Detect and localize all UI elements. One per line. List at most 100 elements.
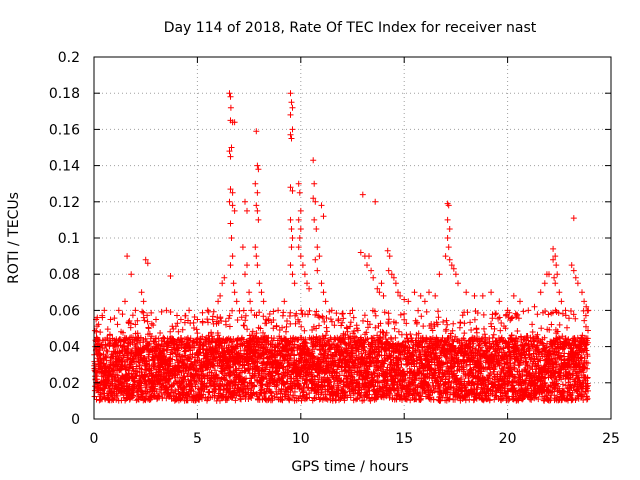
data-point	[359, 191, 366, 198]
data-point	[426, 289, 432, 296]
data-point	[227, 93, 234, 100]
data-point	[364, 262, 370, 269]
data-point	[231, 119, 238, 126]
data-point	[258, 289, 265, 296]
data-point	[517, 298, 523, 305]
data-point	[226, 148, 233, 155]
data-point	[275, 307, 282, 314]
data-point	[432, 292, 439, 299]
data-point	[254, 207, 261, 214]
data-point	[142, 256, 149, 263]
data-point	[311, 216, 318, 223]
data-point	[299, 262, 306, 269]
data-points	[91, 90, 592, 404]
data-point	[574, 280, 581, 287]
data-point	[227, 220, 234, 227]
data-point	[229, 189, 236, 196]
data-point	[583, 303, 590, 310]
data-point	[550, 256, 557, 263]
data-point	[552, 253, 559, 260]
data-point	[450, 265, 457, 272]
data-point	[568, 262, 575, 269]
data-point	[312, 256, 319, 263]
data-point	[227, 104, 234, 111]
data-point	[295, 244, 302, 251]
data-point	[248, 307, 255, 314]
data-point	[376, 289, 383, 296]
data-point	[287, 131, 294, 138]
data-point	[291, 280, 298, 287]
data-point	[227, 262, 234, 269]
data-point	[266, 311, 273, 317]
y-tick-label: 0	[71, 412, 80, 428]
axis-ticks	[93, 56, 612, 420]
data-point	[255, 166, 262, 173]
data-point	[194, 316, 201, 323]
data-point	[217, 292, 224, 299]
data-point	[452, 271, 459, 278]
y-tick-label: 0.02	[49, 376, 80, 392]
y-tick-label: 0.12	[49, 195, 80, 211]
data-point	[227, 186, 234, 193]
data-point	[295, 216, 302, 223]
data-point	[163, 307, 170, 314]
data-point	[244, 207, 250, 214]
data-point	[204, 307, 211, 314]
data-point	[301, 271, 308, 278]
y-tick-label: 0.08	[49, 267, 80, 283]
data-point	[140, 298, 147, 305]
background-data-points	[91, 307, 591, 404]
data-point	[401, 296, 408, 303]
y-tick-label: 0.18	[49, 86, 80, 102]
data-point	[227, 153, 234, 160]
data-point	[444, 216, 451, 223]
data-point	[531, 303, 538, 310]
data-point	[287, 262, 294, 269]
data-point	[296, 235, 303, 241]
data-point	[254, 162, 261, 169]
data-point	[297, 226, 304, 232]
data-point	[124, 253, 131, 260]
data-point	[525, 307, 532, 314]
data-point	[445, 202, 452, 209]
data-point	[314, 244, 321, 251]
data-point	[446, 256, 453, 263]
data-point	[388, 271, 395, 278]
data-point	[288, 99, 295, 106]
data-point	[445, 244, 452, 251]
data-point	[417, 292, 424, 299]
data-point	[405, 298, 412, 305]
data-point	[558, 298, 565, 305]
data-point	[128, 271, 135, 278]
data-point	[436, 271, 443, 278]
data-point	[318, 280, 325, 287]
data-point	[554, 271, 561, 278]
data-point	[312, 198, 319, 205]
data-point	[239, 244, 246, 251]
x-tick-label: 10	[292, 431, 310, 447]
y-tick-label: 0.06	[49, 303, 80, 319]
data-point	[287, 90, 294, 97]
data-point	[366, 253, 372, 260]
x-tick-label: 25	[602, 431, 620, 447]
data-point	[246, 289, 253, 296]
data-point	[253, 202, 260, 209]
x-tick-label: 5	[193, 431, 202, 447]
data-point	[313, 226, 320, 232]
y-tick-label: 0.04	[49, 340, 80, 356]
data-point	[579, 289, 585, 296]
data-point	[585, 307, 592, 314]
data-point	[442, 253, 449, 260]
data-point	[395, 289, 401, 296]
data-point	[231, 207, 238, 214]
data-point	[320, 213, 327, 220]
data-point	[384, 247, 391, 254]
data-point	[287, 216, 294, 223]
y-axis-tick-labels: 0 0.02 0.04 0.06 0.08 0.1 0.12 0.14 0.16 0.18 0.2	[49, 50, 80, 428]
data-point	[297, 207, 304, 214]
data-point	[255, 216, 262, 223]
data-point	[115, 307, 122, 314]
data-point	[318, 202, 325, 209]
data-point	[138, 289, 145, 296]
